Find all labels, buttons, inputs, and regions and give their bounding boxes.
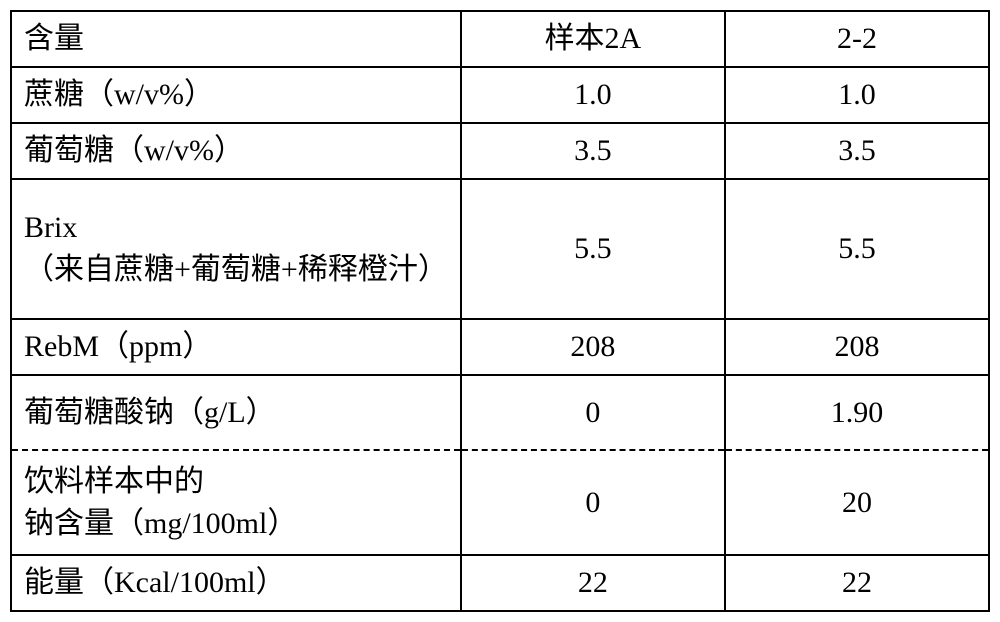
row-value-a: 1.0 bbox=[461, 67, 725, 123]
row-label: 饮料样本中的钠含量（mg/100ml） bbox=[11, 450, 461, 555]
row-value-b: 208 bbox=[725, 319, 989, 375]
row-label: RebM（ppm） bbox=[11, 319, 461, 375]
header-sample2A: 样本2A bbox=[461, 11, 725, 67]
row-label: Brix（来自蔗糖+葡萄糖+稀释橙汁） bbox=[11, 179, 461, 319]
table-row: Brix（来自蔗糖+葡萄糖+稀释橙汁） 5.5 5.5 bbox=[11, 179, 989, 319]
row-value-a: 22 bbox=[461, 555, 725, 611]
row-value-a: 208 bbox=[461, 319, 725, 375]
row-value-b: 3.5 bbox=[725, 123, 989, 179]
table-header-row: 含量 样本2A 2-2 bbox=[11, 11, 989, 67]
row-value-a: 0 bbox=[461, 375, 725, 450]
table-row: 蔗糖（w/v%） 1.0 1.0 bbox=[11, 67, 989, 123]
header-sample22: 2-2 bbox=[725, 11, 989, 67]
row-value-a: 5.5 bbox=[461, 179, 725, 319]
row-value-b: 1.90 bbox=[725, 375, 989, 450]
row-label: 蔗糖（w/v%） bbox=[11, 67, 461, 123]
row-label: 葡萄糖酸钠（g/L） bbox=[11, 375, 461, 450]
header-label: 含量 bbox=[11, 11, 461, 67]
row-label: 能量（Kcal/100ml） bbox=[11, 555, 461, 611]
row-value-b: 22 bbox=[725, 555, 989, 611]
table-row: 葡萄糖（w/v%） 3.5 3.5 bbox=[11, 123, 989, 179]
data-table: 含量 样本2A 2-2 蔗糖（w/v%） 1.0 1.0 葡萄糖（w/v%） 3… bbox=[10, 10, 990, 612]
table-row: 能量（Kcal/100ml） 22 22 bbox=[11, 555, 989, 611]
row-value-b: 20 bbox=[725, 450, 989, 555]
row-value-b: 1.0 bbox=[725, 67, 989, 123]
table-row: 饮料样本中的钠含量（mg/100ml） 0 20 bbox=[11, 450, 989, 555]
table-row: RebM（ppm） 208 208 bbox=[11, 319, 989, 375]
data-table-container: 含量 样本2A 2-2 蔗糖（w/v%） 1.0 1.0 葡萄糖（w/v%） 3… bbox=[10, 10, 990, 612]
row-value-a: 3.5 bbox=[461, 123, 725, 179]
row-value-b: 5.5 bbox=[725, 179, 989, 319]
row-label: 葡萄糖（w/v%） bbox=[11, 123, 461, 179]
table-row: 葡萄糖酸钠（g/L） 0 1.90 bbox=[11, 375, 989, 450]
row-value-a: 0 bbox=[461, 450, 725, 555]
